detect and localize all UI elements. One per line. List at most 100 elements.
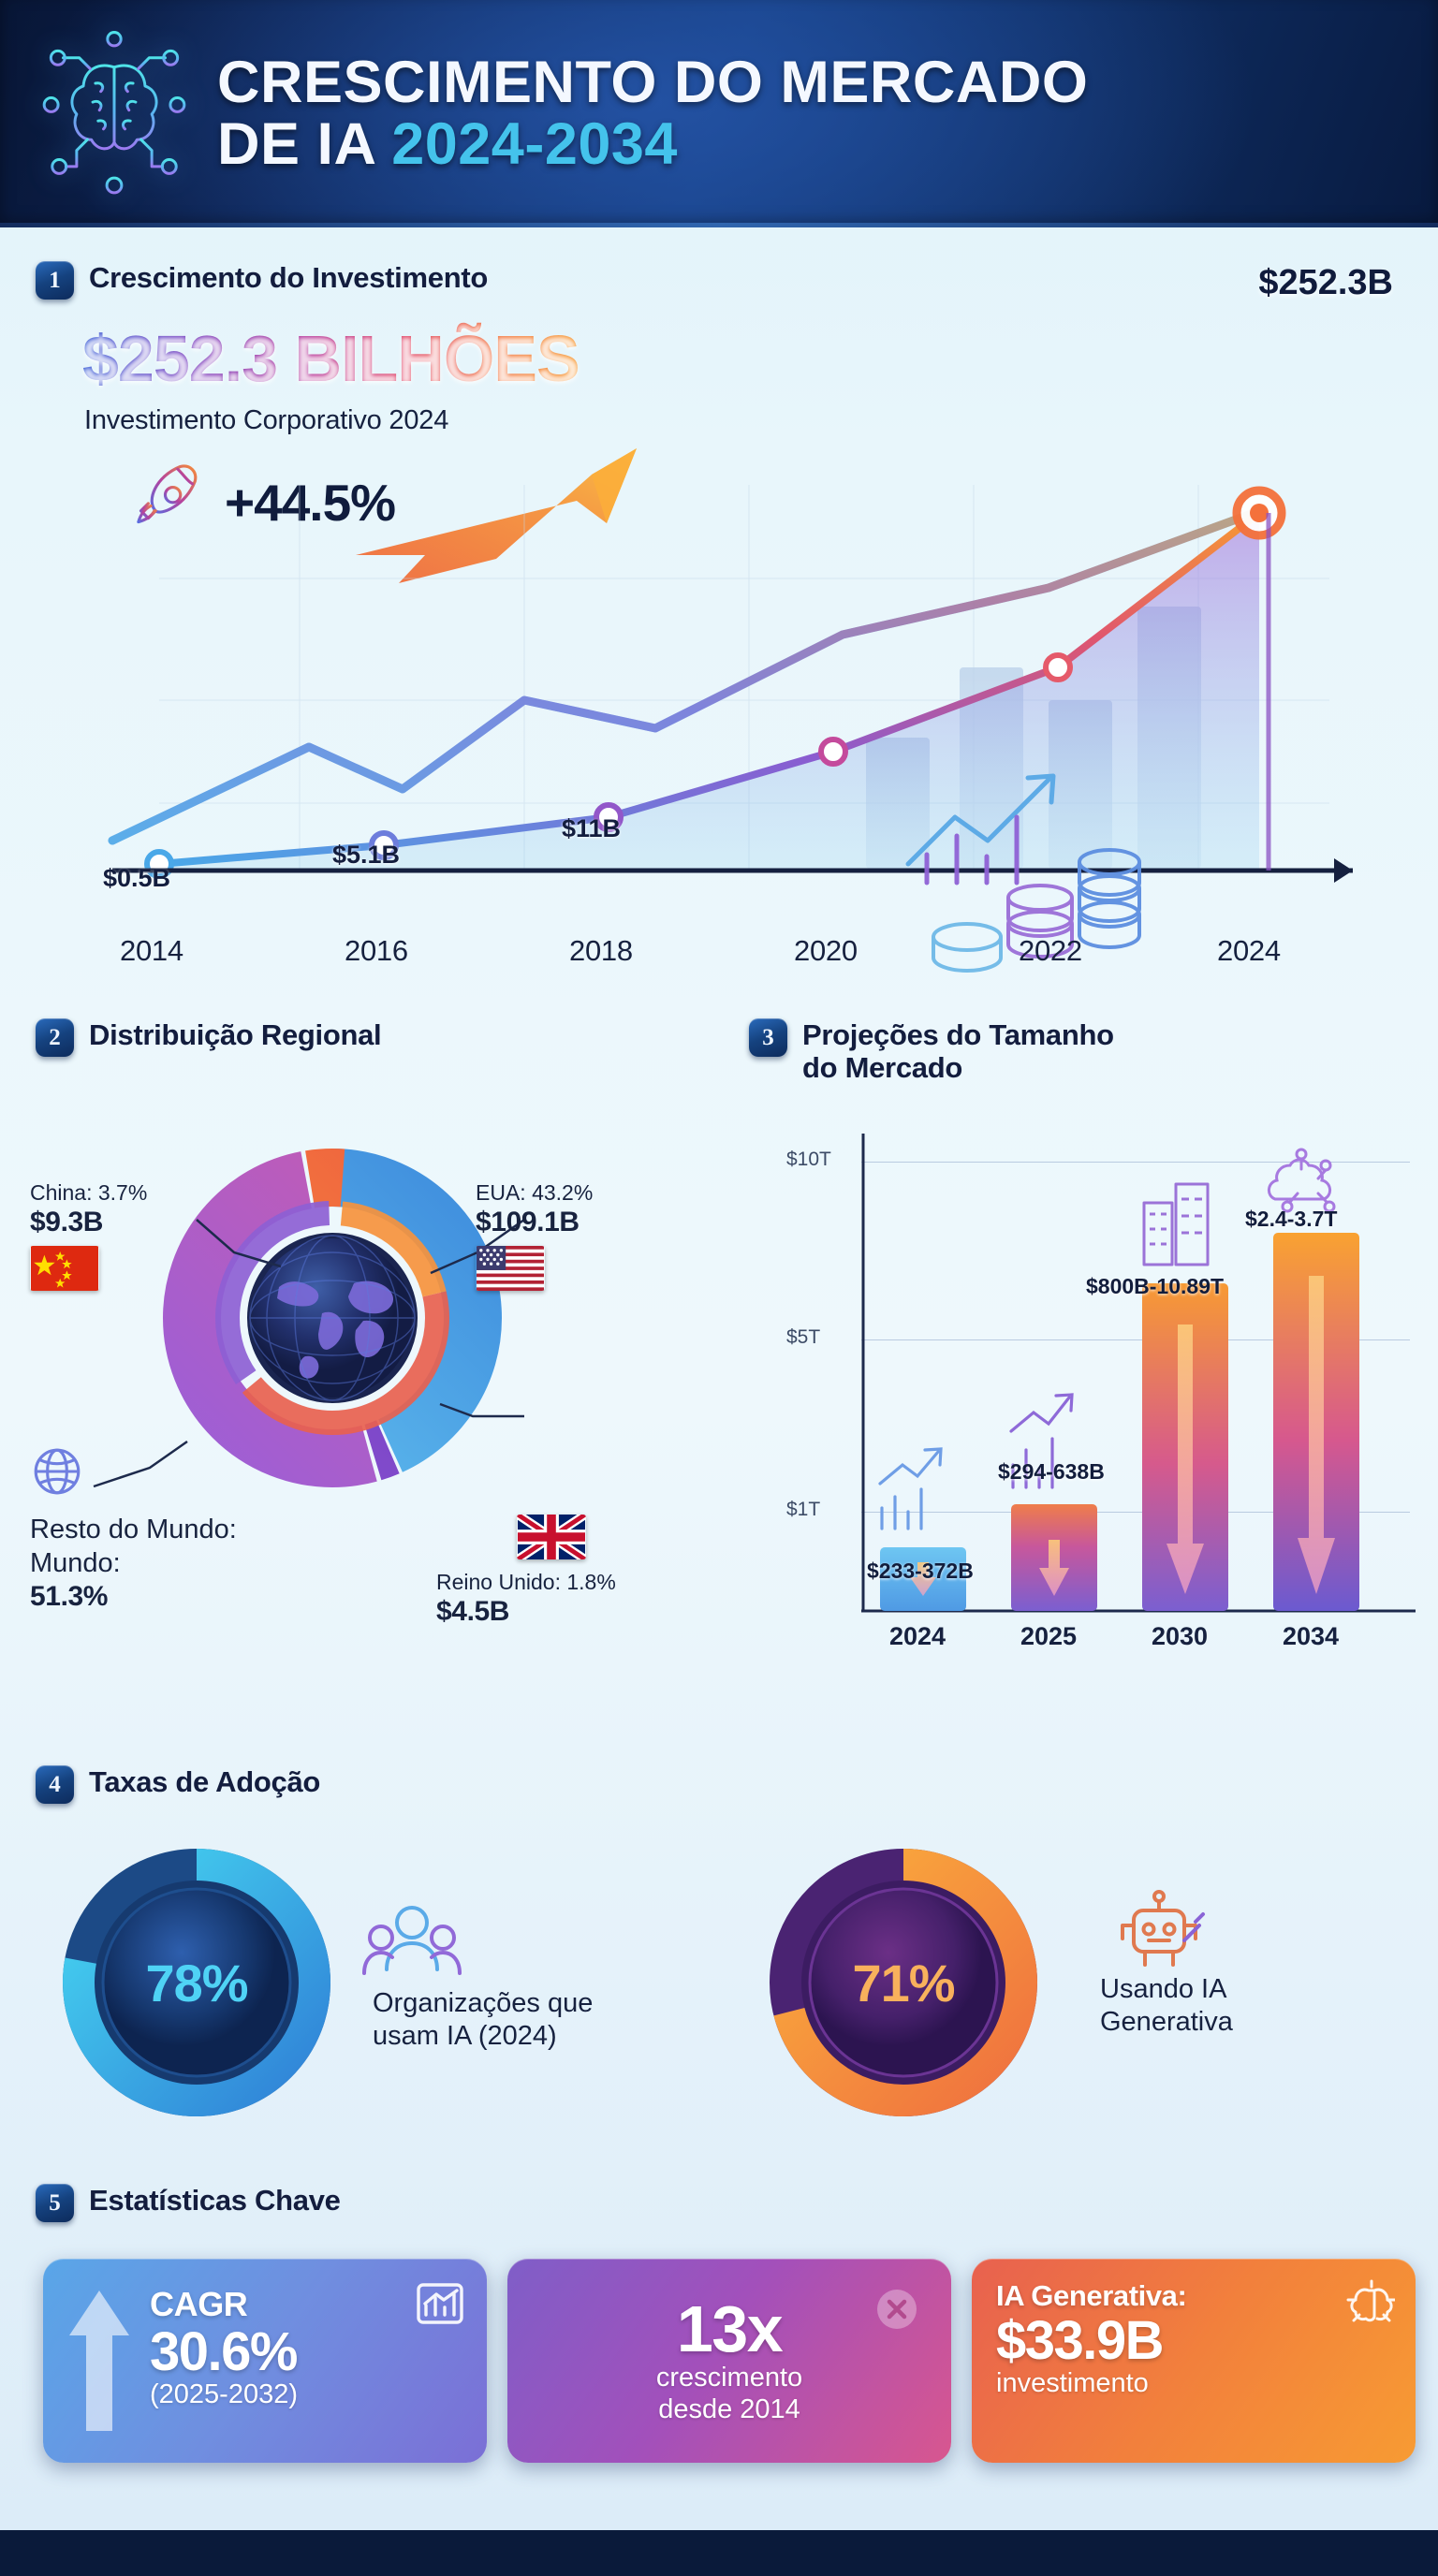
row-label-line2: Mundo: xyxy=(30,1548,121,1579)
bar-label-2034: $2.4-3.7T xyxy=(1245,1207,1338,1231)
ytick-5t: $5T xyxy=(786,1326,821,1348)
section3-title-line1: Projeções do Tamanho xyxy=(802,1018,1114,1051)
bar-xtick-2025: 2025 xyxy=(1020,1622,1078,1650)
datapoint-label-2016: $5.1B xyxy=(332,841,401,869)
section4-title: Taxas de Adoção xyxy=(89,1765,321,1798)
stat-card-growth-multiple[interactable]: 13x crescimento desde 2014 xyxy=(507,2259,951,2463)
growth-sub-line1: crescimento xyxy=(655,2363,803,2393)
market-size-bar-chart: $10T $5T $1T xyxy=(777,1117,1423,1716)
uk-share-text: Reino Unido: 1.8% xyxy=(436,1570,616,1594)
section5-header: 5 Estatísticas Chave xyxy=(0,2184,1438,2222)
xtick-2020: 2020 xyxy=(794,934,858,967)
flag-usa-icon xyxy=(477,1245,544,1291)
section2-header: 2 Distribuição Regional xyxy=(0,1018,740,1057)
globe-icon xyxy=(34,1448,81,1495)
section-adoption-rates: 4 Taxas de Adoção 78% xyxy=(0,1758,1438,2184)
section3-number-badge: 3 xyxy=(749,1018,787,1057)
section-investment-growth: 1 Crescimento do Investimento $252.3 BIL… xyxy=(0,227,1438,1018)
headline-investment-value: $252.3 BILHÕES xyxy=(82,322,580,395)
section5-title: Estatísticas Chave xyxy=(89,2184,341,2217)
datapoint-label-2014: $0.5B xyxy=(103,864,171,892)
section5-number-badge: 5 xyxy=(36,2184,74,2222)
section-regional-distribution: 2 Distribuição Regional xyxy=(0,1018,740,1758)
gauge1-caption: Organizações que usam IA (2024) xyxy=(373,1987,682,2054)
datapoint-label-2018: $11B xyxy=(562,814,622,842)
xtick-2018: 2018 xyxy=(569,934,633,967)
genai-label: IA Generativa: xyxy=(996,2279,1187,2312)
gauge-organizations-using-ai: 78% xyxy=(56,1842,337,2123)
region-label-china: China: 3.7% $9.3B xyxy=(30,1179,147,1291)
region-label-usa: EUA: 43.2% $109.1B xyxy=(476,1179,593,1291)
stat-card-genai-investment[interactable]: IA Generativa: $33.9B investimento xyxy=(972,2259,1416,2463)
region-label-rest-of-world: Resto do Mundo: Mundo: 51.3% xyxy=(30,1444,237,1613)
section4-number-badge: 4 xyxy=(36,1765,74,1804)
growth-arrow-icon xyxy=(356,448,637,583)
cagr-text-block: CAGR 30.6% (2025-2032) xyxy=(67,2279,462,2411)
region-label-uk: Reino Unido: 1.8% $4.5B xyxy=(436,1515,616,1628)
stat-card-cagr[interactable]: CAGR 30.6% (2025-2032) xyxy=(43,2259,487,2463)
section-regional-and-projections: 2 Distribuição Regional xyxy=(0,1018,1438,1758)
page-title-line2: DE IA 2024-2034 xyxy=(217,113,1401,175)
gauge2-caption-line2: Generativa xyxy=(1100,2007,1233,2038)
gauge2-value: 71% xyxy=(852,1953,955,2012)
bar-xtick-2030: 2030 xyxy=(1152,1622,1209,1650)
section1-header: 1 Crescimento do Investimento xyxy=(0,261,1438,300)
gauge-generative-ai: 71% xyxy=(763,1842,1044,2123)
investment-growth-line-chart xyxy=(108,485,1353,883)
gauge2-caption-line1: Usando IA xyxy=(1100,1974,1227,2004)
row-label-line1: Resto do Mundo: xyxy=(30,1515,237,1544)
section3-header: 3 Projeções do Tamanho do Mercado xyxy=(740,1018,1438,1084)
growth-multiple-sub: crescimento desde 2014 xyxy=(656,2363,802,2425)
bar-label-2030: $800B-10.89T xyxy=(1086,1274,1225,1298)
section1-title: Crescimento do Investimento xyxy=(89,261,488,294)
key-stat-cards: CAGR 30.6% (2025-2032) 13x crescimento d… xyxy=(43,2259,1416,2463)
page-header: CRESCIMENTO DO MERCADO DE IA 2024-2034 xyxy=(0,0,1438,227)
peak-value-label: $252.3B xyxy=(1258,263,1393,302)
gauge1-value: 78% xyxy=(145,1953,248,2012)
bar-label-2024: $233-372B xyxy=(867,1559,974,1583)
regional-donut-chart xyxy=(122,1126,562,1519)
section-market-projections: 3 Projeções do Tamanho do Mercado $10T $… xyxy=(740,1018,1438,1758)
gauge1-caption-line1: Organizações que xyxy=(373,1988,594,2018)
coin-stacks-icon xyxy=(932,848,1141,973)
ytick-1t: $1T xyxy=(786,1499,821,1520)
people-group-icon xyxy=(362,1906,462,1975)
xtick-2022: 2022 xyxy=(1019,934,1082,967)
section3-title-line2: do Mercado xyxy=(802,1050,962,1084)
section2-title: Distribuição Regional xyxy=(89,1018,382,1051)
header-title-block: CRESCIMENTO DO MERCADO DE IA 2024-2034 xyxy=(212,52,1401,175)
ai-brain-circuit-icon xyxy=(42,30,186,194)
up-arrow-icon xyxy=(69,2291,129,2431)
usa-share-text: EUA: 43.2% xyxy=(476,1180,594,1205)
gauge2-caption: Usando IA Generativa xyxy=(1100,1973,1381,2040)
china-value: $9.3B xyxy=(30,1206,104,1237)
xtick-2014: 2014 xyxy=(120,934,183,967)
donut-svg xyxy=(163,1149,502,1487)
growth-sub-line2: desde 2014 xyxy=(658,2393,800,2424)
xtick-2024: 2024 xyxy=(1217,934,1281,967)
cagr-label: CAGR xyxy=(150,2285,248,2323)
xtick-2016: 2016 xyxy=(345,934,408,967)
growth-percentage-badge: +44.5% xyxy=(225,474,396,532)
bars-svg xyxy=(861,1134,1416,1613)
chart-up-icon xyxy=(417,2283,463,2324)
gauge1-svg xyxy=(63,1849,330,2116)
gridline-1t xyxy=(861,1512,1410,1513)
title-prefix: DE IA xyxy=(217,110,392,177)
cagr-period: (2025-2032) xyxy=(150,2379,298,2410)
section4-header: 4 Taxas de Adoção xyxy=(0,1758,1438,1804)
ai-chip-icon xyxy=(1346,2279,1395,2322)
gauge1-caption-line2: usam IA (2024) xyxy=(373,2021,557,2052)
section1-number-badge: 1 xyxy=(36,261,74,300)
section3-title: Projeções do Tamanho do Mercado xyxy=(802,1018,1114,1084)
genai-value: $33.9B xyxy=(996,2310,1165,2371)
china-share-text: China: 3.7% xyxy=(30,1180,148,1205)
bar-xtick-2024: 2024 xyxy=(889,1622,946,1650)
headline-investment-caption: Investimento Corporativo 2024 xyxy=(84,405,449,435)
gauge2-svg xyxy=(770,1849,1037,2116)
multiply-badge-icon xyxy=(877,2290,917,2329)
usa-value: $109.1B xyxy=(476,1206,580,1237)
growth-multiple-value: 13x xyxy=(676,2291,784,2365)
uk-value: $4.5B xyxy=(436,1595,510,1627)
